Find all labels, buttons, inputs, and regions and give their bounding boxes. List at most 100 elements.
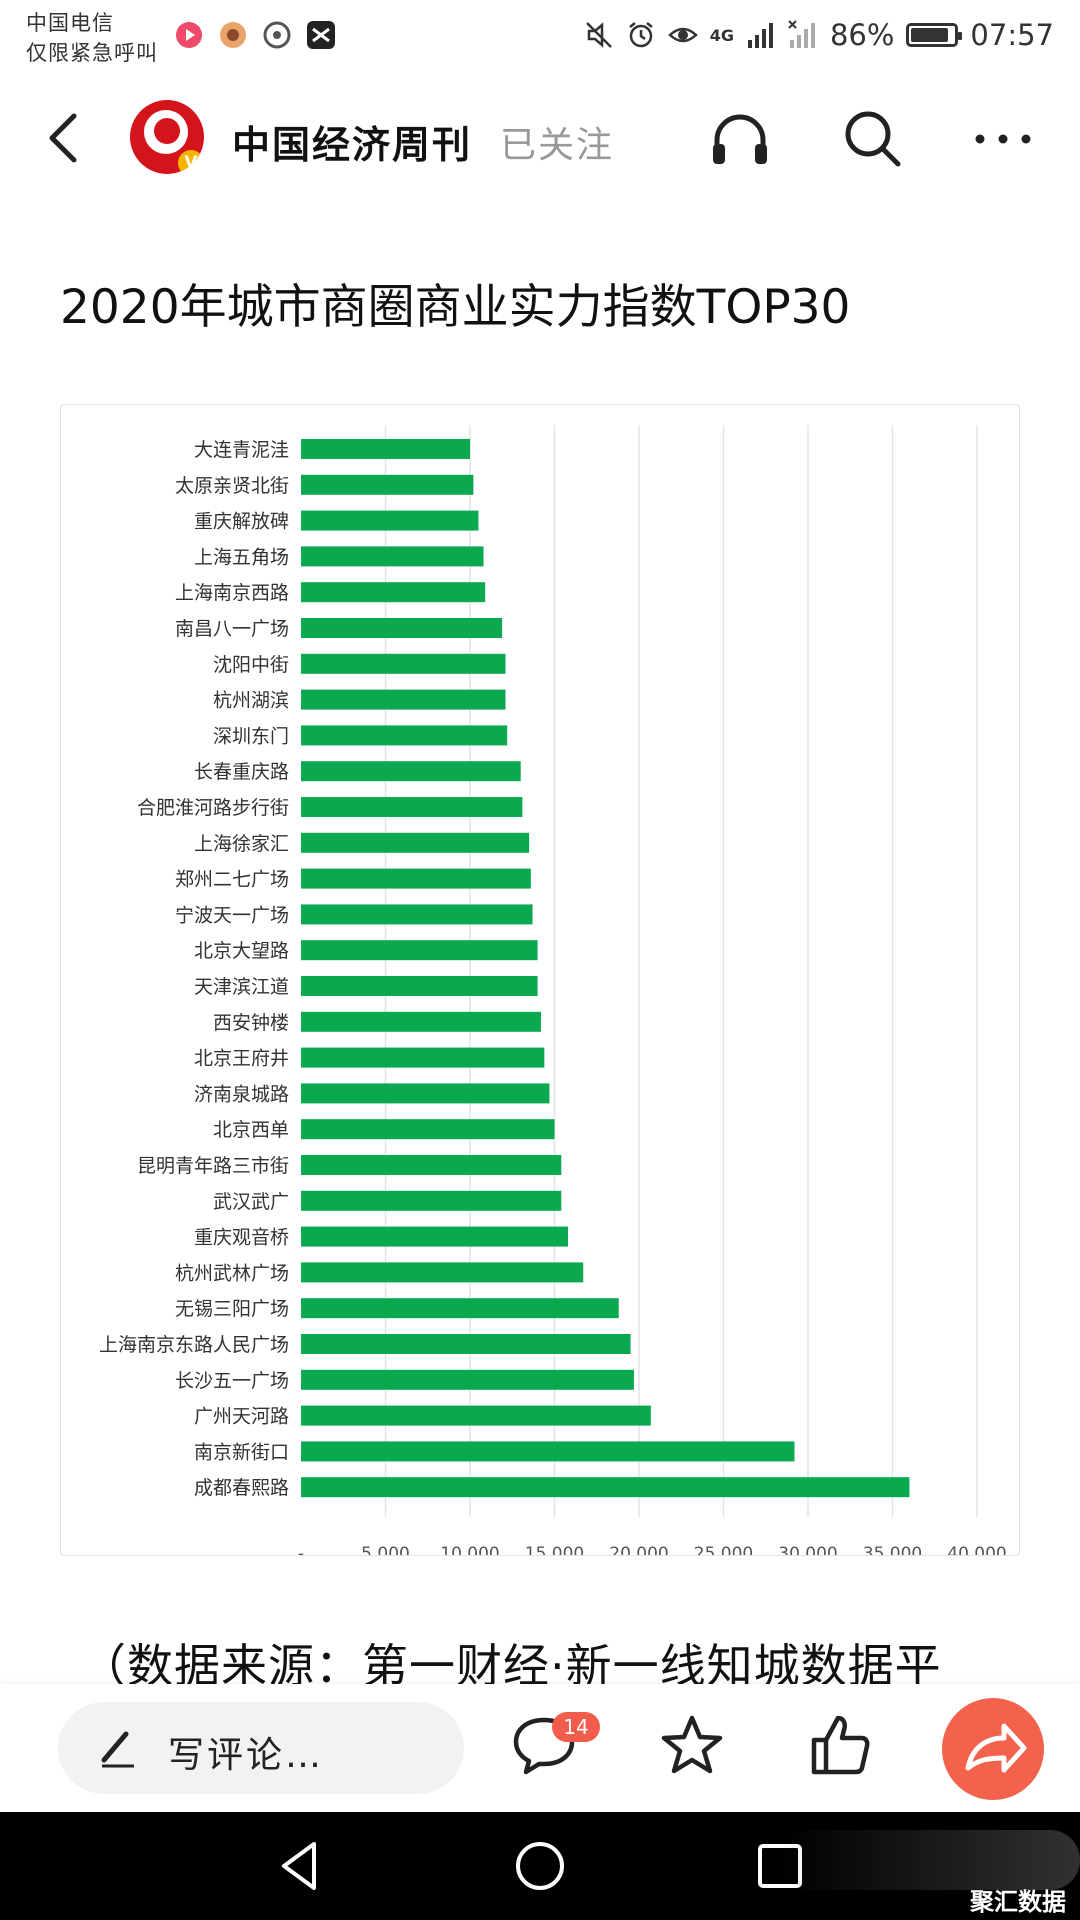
bar [301, 653, 506, 674]
x-tick-label: 20,000 [609, 1544, 668, 1555]
article-header: V 中国经济周刊 已关注 [0, 90, 1080, 186]
x-tick-label: 40,000 [947, 1544, 1006, 1555]
x-tick-label: 25,000 [694, 1544, 753, 1555]
status-app-icons [174, 20, 336, 50]
category-label: 合肥淮河路步行街 [137, 797, 289, 819]
more-icon[interactable] [968, 104, 1038, 174]
x-tick-label: 10,000 [440, 1544, 499, 1555]
thumbs-up-icon[interactable] [804, 1710, 876, 1782]
video-app-icon [176, 22, 202, 48]
signal-icon [747, 23, 773, 48]
bar [301, 689, 506, 710]
bar [301, 904, 533, 925]
bar [301, 1298, 619, 1319]
nav-back-icon[interactable] [270, 1834, 334, 1898]
bar [301, 832, 530, 853]
category-label: 成都春熙路 [194, 1477, 289, 1499]
bar [301, 940, 538, 961]
account-avatar[interactable]: V [130, 100, 204, 174]
article-title: 2020年城市商圈商业实力指数TOP30 [60, 280, 851, 335]
x-tick-label: 5,000 [361, 1544, 410, 1555]
category-label: 天津滨江道 [194, 976, 289, 998]
verified-badge: V [178, 150, 204, 174]
category-label: 武汉武广 [213, 1191, 289, 1213]
bar [301, 976, 538, 996]
bar [301, 1119, 555, 1140]
share-button[interactable] [942, 1698, 1044, 1800]
bar [301, 510, 479, 531]
category-label: 上海南京西路 [175, 582, 289, 604]
bar-chart-image: - 5,000 10,000 15,000 20,000 25,000 30,000 35,0… [60, 404, 1020, 1556]
carrier-name: 中国电信 [26, 11, 114, 35]
category-label: 长沙五一广场 [175, 1370, 289, 1392]
bar [301, 1083, 550, 1104]
emergency-only-text: 仅限紧急呼叫 [26, 41, 158, 65]
watermark-text: 聚汇数据 [970, 1888, 1066, 1916]
search-icon[interactable] [838, 104, 908, 174]
game-app-icon [220, 22, 246, 48]
mute-icon [585, 22, 612, 48]
follow-status[interactable]: 已关注 [500, 125, 615, 166]
bar [301, 1226, 569, 1247]
status-bar: 中国电信 仅限紧急呼叫 4G 86% 07:57 [0, 0, 1080, 80]
category-label: 太原亲贤北街 [175, 475, 289, 497]
carrier-info: 中国电信 仅限紧急呼叫 [26, 8, 158, 68]
category-label: 北京王府井 [194, 1048, 289, 1070]
bar [301, 761, 521, 782]
bar [301, 1334, 631, 1354]
bar [301, 1369, 634, 1390]
bar [301, 725, 508, 746]
category-label: 大连青泥洼 [194, 439, 289, 461]
bar [301, 797, 523, 817]
status-indicators: 4G 86% 07:57 [584, 18, 1054, 52]
category-label: 深圳东门 [213, 725, 289, 747]
category-label: 上海南京东路人民广场 [99, 1334, 289, 1356]
watermark-backdrop [780, 1830, 1080, 1890]
bar [301, 1011, 541, 1032]
bar [301, 582, 486, 603]
system-nav-bar: 聚汇数据 [0, 1812, 1080, 1920]
alarm-icon [628, 22, 653, 48]
battery-percent: 86% [829, 18, 895, 52]
category-label: 重庆观音桥 [194, 1227, 289, 1249]
bar-chart: - 5,000 10,000 15,000 20,000 25,000 30,000 35,0… [99, 425, 1007, 1555]
clock: 07:57 [970, 18, 1054, 52]
category-label: 沈阳中街 [213, 654, 289, 676]
bar [301, 1441, 795, 1462]
category-label: 上海徐家汇 [194, 833, 289, 855]
bar [301, 868, 531, 889]
category-label: 北京大望路 [194, 940, 289, 962]
network-type: 4G [709, 25, 734, 45]
category-label: 重庆解放碑 [194, 511, 289, 533]
category-label: 杭州湖滨 [213, 690, 289, 712]
capcut-app-icon [307, 21, 335, 49]
headphones-icon[interactable] [705, 104, 775, 174]
browser-app-icon [263, 21, 291, 49]
nav-home-icon[interactable] [508, 1834, 572, 1898]
pen-icon [101, 1731, 134, 1768]
category-label: 杭州武林广场 [175, 1262, 289, 1284]
bar [301, 1047, 545, 1068]
bar [301, 618, 503, 638]
category-label: 南昌八一广场 [175, 618, 289, 640]
category-label: 西安钟楼 [213, 1012, 289, 1034]
category-label: 郑州二七广场 [175, 869, 289, 891]
category-label: 广州天河路 [194, 1406, 289, 1428]
comment-input[interactable]: 写评论… [58, 1702, 464, 1794]
x-tick-label: 15,000 [525, 1544, 584, 1555]
no-signal-icon [788, 20, 815, 48]
bar [301, 439, 470, 459]
bar [301, 1190, 562, 1211]
bar [301, 1155, 562, 1175]
x-tick-label: - [298, 1544, 304, 1555]
category-label: 北京西单 [213, 1119, 289, 1141]
battery-icon [906, 23, 963, 47]
back-icon[interactable] [36, 106, 96, 170]
category-label: 无锡三阳广场 [175, 1298, 289, 1320]
star-icon[interactable] [656, 1710, 728, 1782]
category-label: 上海五角场 [194, 546, 289, 568]
category-label: 昆明青年路三市街 [137, 1155, 289, 1177]
eye-comfort-icon [667, 27, 698, 43]
category-label: 南京新街口 [194, 1441, 289, 1463]
account-name[interactable]: 中国经济周刊 [232, 123, 473, 167]
